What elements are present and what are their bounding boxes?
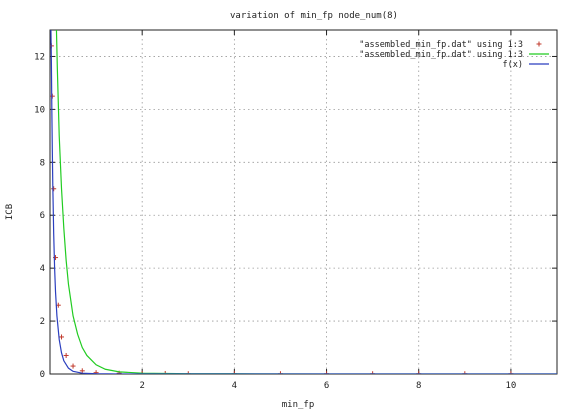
series-layer: [50, 30, 557, 374]
x-tick-label: 6: [324, 381, 329, 391]
series-1-point: [51, 186, 57, 192]
y-tick-label: 10: [34, 105, 45, 115]
series-1-point: [79, 368, 85, 374]
x-tick-label: 4: [232, 381, 237, 391]
y-tick-label: 6: [40, 211, 45, 221]
legend-label-3: f(x): [503, 60, 523, 70]
series-1-point: [70, 363, 76, 369]
x-tick-label: 8: [416, 381, 421, 391]
x-tick-label: 2: [139, 381, 144, 391]
series-1-point: [63, 352, 69, 358]
chart-title: variation of min_fp node_num(8): [230, 11, 398, 21]
series-3-line: [50, 30, 557, 374]
grid-layer: [50, 30, 557, 374]
y-tick-label: 2: [40, 317, 45, 327]
y-axis-label: ICB: [5, 204, 15, 220]
series-1-point: [93, 370, 99, 374]
legend-marker-1: [536, 41, 542, 47]
x-tick-label: 10: [505, 381, 516, 391]
legend: "assembled_min_fp.dat" using 1:3"assembl…: [359, 40, 549, 70]
legend-label-2: "assembled_min_fp.dat" using 1:3: [359, 50, 523, 60]
series-1-point: [59, 334, 65, 340]
y-tick-label: 12: [34, 52, 45, 62]
y-tick-label: 4: [40, 264, 45, 274]
series-3: [50, 30, 557, 374]
y-tick-label: 8: [40, 158, 45, 168]
y-tick-label: 0: [40, 370, 45, 380]
x-axis-label: min_fp: [282, 400, 315, 410]
legend-label-1: "assembled_min_fp.dat" using 1:3: [359, 40, 523, 50]
